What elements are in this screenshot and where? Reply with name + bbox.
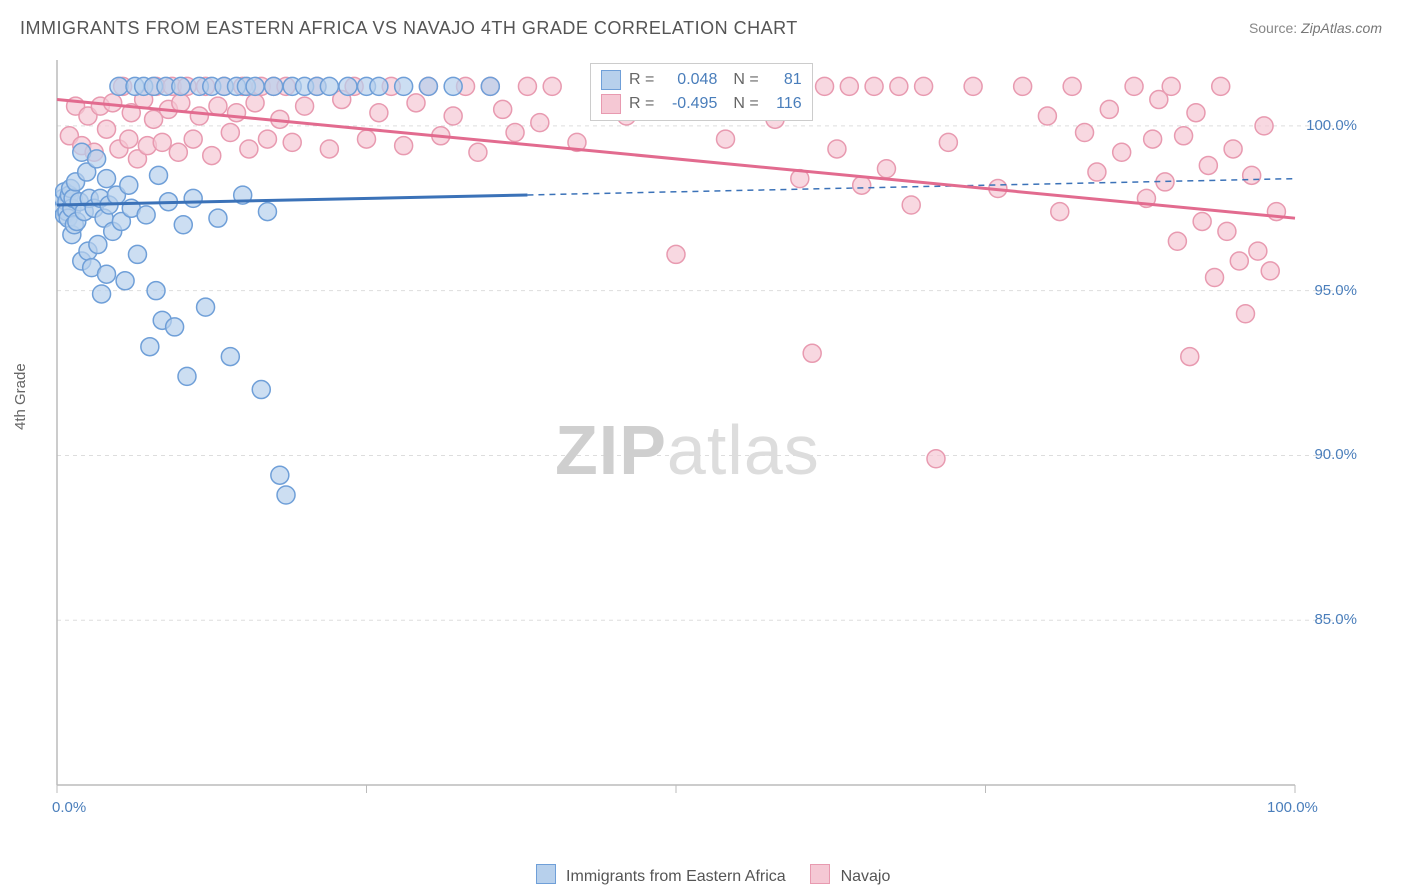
correlation-legend: R = 0.048 N = 81 R = -0.495 N = 116 xyxy=(590,63,813,121)
y-axis-label: 4th Grade xyxy=(12,363,29,430)
bottom-label-series2: Navajo xyxy=(841,868,891,885)
bottom-swatch-series2 xyxy=(810,864,830,884)
n-value-1: 81 xyxy=(767,68,802,92)
source-label: Source: xyxy=(1249,20,1297,36)
bottom-swatch-series1 xyxy=(536,864,556,884)
bottom-label-series1: Immigrants from Eastern Africa xyxy=(566,868,786,885)
n-label-1: N = xyxy=(733,68,758,92)
n-label-2: N = xyxy=(733,92,758,116)
source-value: ZipAtlas.com xyxy=(1301,20,1382,36)
x-tick-max: 100.0% xyxy=(1267,799,1318,816)
r-label-1: R = xyxy=(629,68,654,92)
chart-area: ZIPatlas R = 0.048 N = 81 R = -0.495 N =… xyxy=(55,55,1345,815)
legend-row-series1: R = 0.048 N = 81 xyxy=(601,68,802,92)
source-citation: Source: ZipAtlas.com xyxy=(1249,20,1382,36)
legend-swatch-series2 xyxy=(601,94,621,114)
series-legend: Immigrants from Eastern Africa Navajo xyxy=(0,864,1406,886)
r-label-2: R = xyxy=(629,92,654,116)
r-value-2: -0.495 xyxy=(662,92,717,116)
chart-title: IMMIGRANTS FROM EASTERN AFRICA VS NAVAJO… xyxy=(20,18,798,39)
x-tick-min: 0.0% xyxy=(52,799,86,816)
scatter-plot-svg xyxy=(55,55,1345,815)
legend-row-series2: R = -0.495 N = 116 xyxy=(601,92,802,116)
r-value-1: 0.048 xyxy=(662,68,717,92)
n-value-2: 116 xyxy=(767,92,802,116)
legend-swatch-series1 xyxy=(601,70,621,90)
